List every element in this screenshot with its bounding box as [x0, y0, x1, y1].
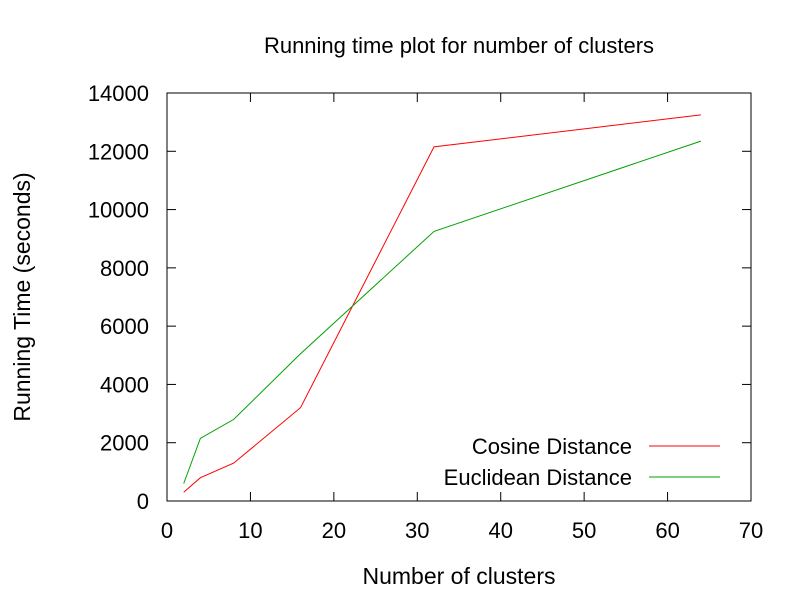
y-tick-label: 2000 — [100, 431, 149, 456]
x-tick-label: 0 — [161, 518, 173, 543]
x-axis-ticks: 0 10 20 30 40 50 60 70 — [161, 93, 763, 543]
x-tick-label: 70 — [739, 518, 763, 543]
x-tick-label: 30 — [405, 518, 429, 543]
legend-label: Cosine Distance — [472, 434, 632, 459]
x-tick-label: 10 — [238, 518, 262, 543]
y-tick-label: 14000 — [88, 81, 149, 106]
y-tick-label: 8000 — [100, 256, 149, 281]
y-tick-label: 12000 — [88, 139, 149, 164]
series-line-1 — [183, 114, 701, 493]
chart-title: Running time plot for number of clusters — [264, 33, 654, 58]
y-tick-label: 0 — [137, 489, 149, 514]
x-tick-label: 50 — [572, 518, 596, 543]
y-tick-label: 4000 — [100, 372, 149, 397]
series-line-2 — [183, 140, 702, 484]
legend: Cosine Distance Euclidean Distance — [444, 434, 720, 490]
y-tick-label: 10000 — [88, 198, 149, 223]
x-tick-label: 40 — [488, 518, 512, 543]
x-axis-label: Number of clusters — [362, 563, 555, 589]
plot-frame — [166, 92, 752, 502]
x-tick-label: 60 — [655, 518, 679, 543]
legend-label: Euclidean Distance — [444, 465, 632, 490]
y-tick-label: 6000 — [100, 314, 149, 339]
x-tick-label: 20 — [322, 518, 346, 543]
y-axis-ticks: 0 2000 4000 6000 8000 10000 12000 14000 — [88, 81, 751, 514]
series-lines — [183, 114, 702, 493]
y-axis-label: Running Time (seconds) — [9, 172, 35, 421]
